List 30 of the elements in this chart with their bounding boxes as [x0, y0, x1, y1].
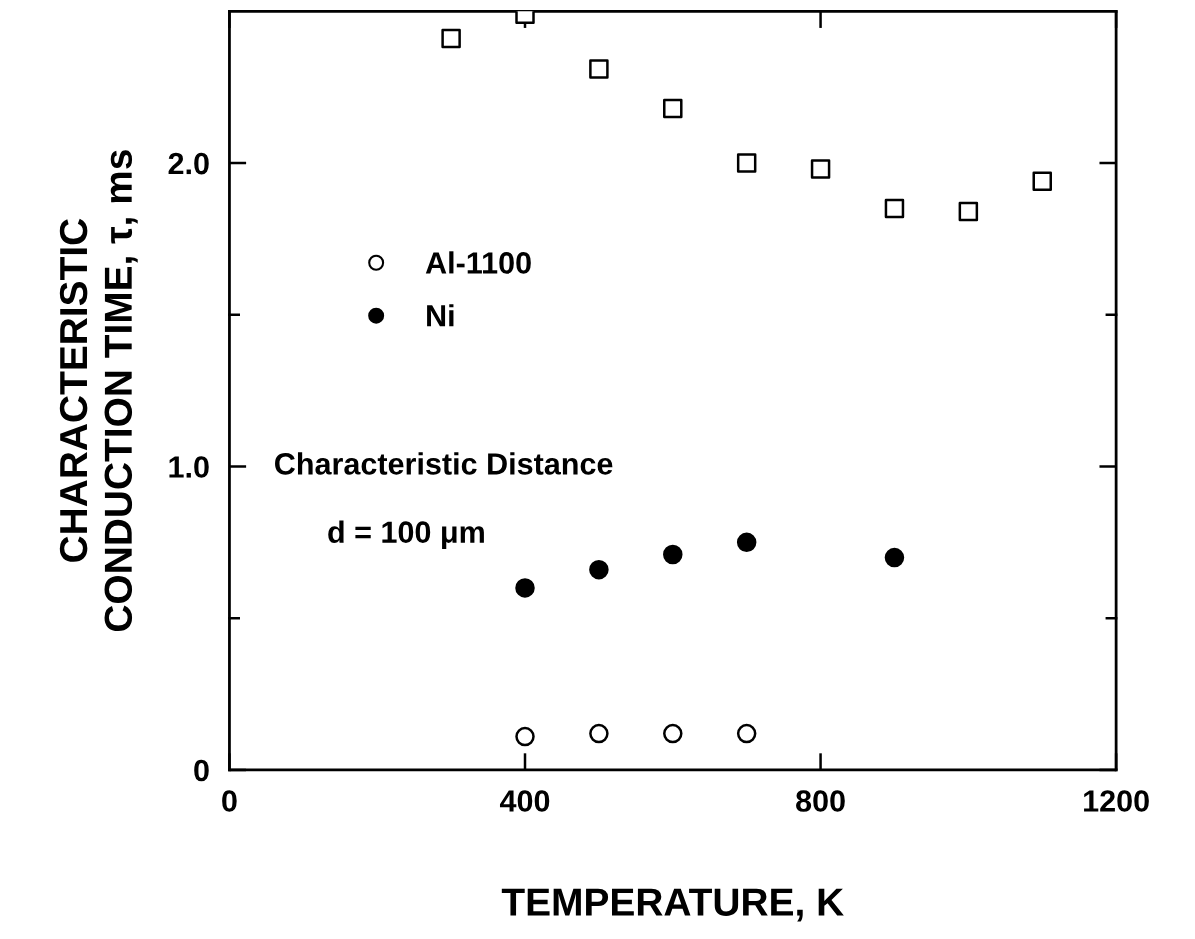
y-tick-label: 2.0: [168, 152, 209, 175]
point: [663, 544, 683, 565]
x-tick-label: 400: [499, 790, 550, 812]
y-tick-label: 1.0: [169, 456, 209, 478]
x-axis-title: TEMPERATURE, K: [501, 888, 844, 922]
point: [589, 559, 609, 580]
point: [589, 59, 609, 79]
x-tick-label: 800: [796, 790, 845, 812]
point: [515, 578, 535, 598]
point: [736, 723, 757, 744]
x-tick-label: 1200: [1084, 790, 1149, 812]
y-axis-title: CHARACTERISTIC CONDUCTION TIME, τ, ms: [59, 150, 138, 632]
point: [884, 547, 905, 568]
point: [663, 98, 683, 119]
point: [958, 201, 979, 222]
point: [589, 723, 609, 744]
point: [884, 198, 905, 219]
point: [515, 726, 535, 747]
legend-label: Al-1100: [425, 251, 531, 274]
point: [441, 28, 461, 49]
legend-label: Ni: [427, 304, 454, 327]
point: [736, 153, 757, 173]
point: [810, 159, 831, 179]
annotation: Characteristic Distance: [275, 452, 613, 475]
annotation: d = 100 μm: [328, 520, 484, 549]
x-tick-label: 0: [222, 790, 237, 812]
point: [663, 723, 683, 744]
point: [1032, 171, 1052, 191]
y-tick-label: 0: [194, 759, 209, 782]
point: [736, 532, 757, 553]
